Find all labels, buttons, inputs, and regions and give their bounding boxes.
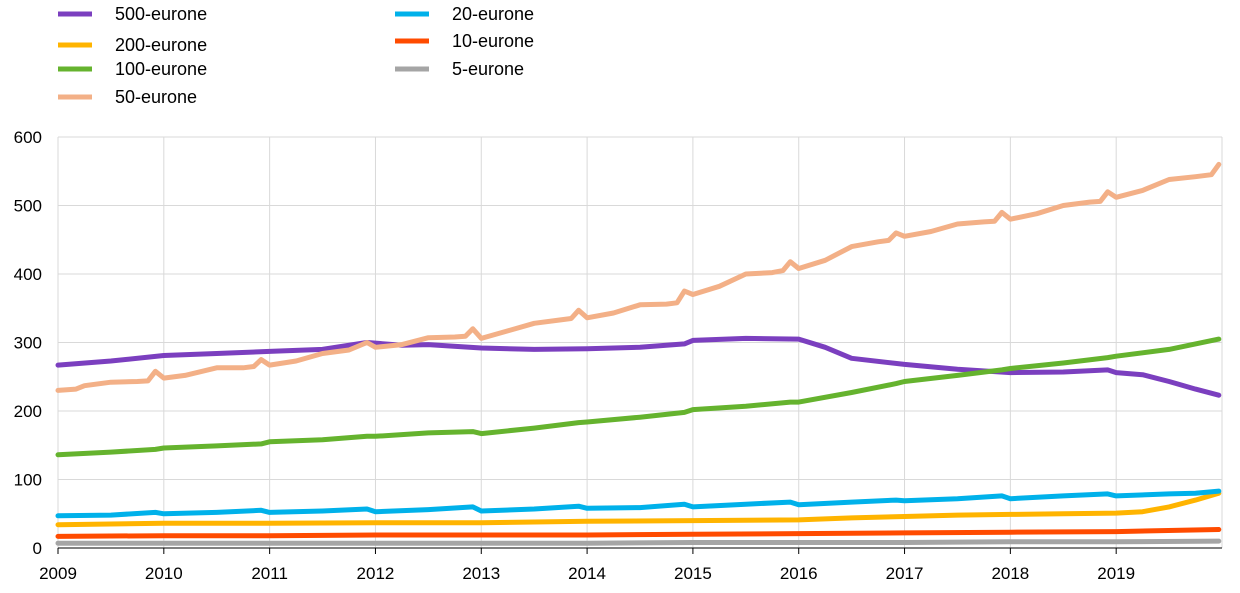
- series-line-500-eurone: [55, 335, 1222, 398]
- x-tick-label: 2016: [780, 564, 818, 583]
- x-axis: 2009 2010 2011 2012 2013 2014 2015 2016 2017 2018…: [39, 547, 1222, 583]
- legend-label: 5-eurone: [452, 59, 524, 79]
- series-line-10-eurone: [55, 527, 1222, 539]
- legend-item: 10-eurone: [395, 31, 534, 51]
- legend-item: 20-eurone: [395, 4, 534, 24]
- y-axis: 0 100 200 300 400 500 600: [14, 128, 42, 558]
- y-tick-label: 300: [14, 334, 42, 353]
- legend-label: 20-eurone: [452, 4, 534, 24]
- y-tick-label: 0: [33, 539, 42, 558]
- series-line-20-eurone: [55, 488, 1222, 519]
- legend-label: 50-eurone: [115, 87, 197, 107]
- x-tick-label: 2013: [462, 564, 500, 583]
- y-tick-label: 400: [14, 265, 42, 284]
- x-tick-label: 2014: [568, 564, 606, 583]
- series-line-50-eurone: [55, 161, 1222, 393]
- legend-item: 5-eurone: [395, 59, 524, 79]
- legend-item: 500-eurone: [58, 4, 207, 24]
- x-tick-label: 2015: [674, 564, 712, 583]
- y-tick-label: 500: [14, 197, 42, 216]
- series-line-200-eurone: [55, 490, 1222, 528]
- legend-label: 10-eurone: [452, 31, 534, 51]
- series-line-5-eurone: [55, 538, 1222, 546]
- legend-item: 100-eurone: [58, 59, 207, 79]
- legend-label: 100-eurone: [115, 59, 207, 79]
- legend-item: 50-eurone: [58, 87, 197, 107]
- legend-item: 200-eurone: [58, 35, 207, 55]
- x-tick-label: 2017: [886, 564, 924, 583]
- x-tick-label: 2011: [251, 564, 288, 583]
- legend-label: 500-eurone: [115, 4, 207, 24]
- grid: [57, 136, 1223, 548]
- x-tick-label: 2018: [991, 564, 1029, 583]
- y-tick-label: 600: [14, 128, 42, 147]
- y-tick-label: 200: [14, 402, 42, 421]
- x-tick-label: 2009: [39, 564, 77, 583]
- x-tick-label: 2010: [145, 564, 183, 583]
- x-tick-label: 2012: [357, 564, 395, 583]
- y-tick-label: 100: [14, 471, 42, 490]
- legend: 500-eurone 200-eurone 100-eurone 50-eurone 2…: [58, 4, 534, 107]
- series-lines: [55, 161, 1222, 546]
- legend-label: 200-eurone: [115, 35, 207, 55]
- series-line-100-eurone: [55, 336, 1222, 458]
- x-tick-label: 2019: [1097, 564, 1135, 583]
